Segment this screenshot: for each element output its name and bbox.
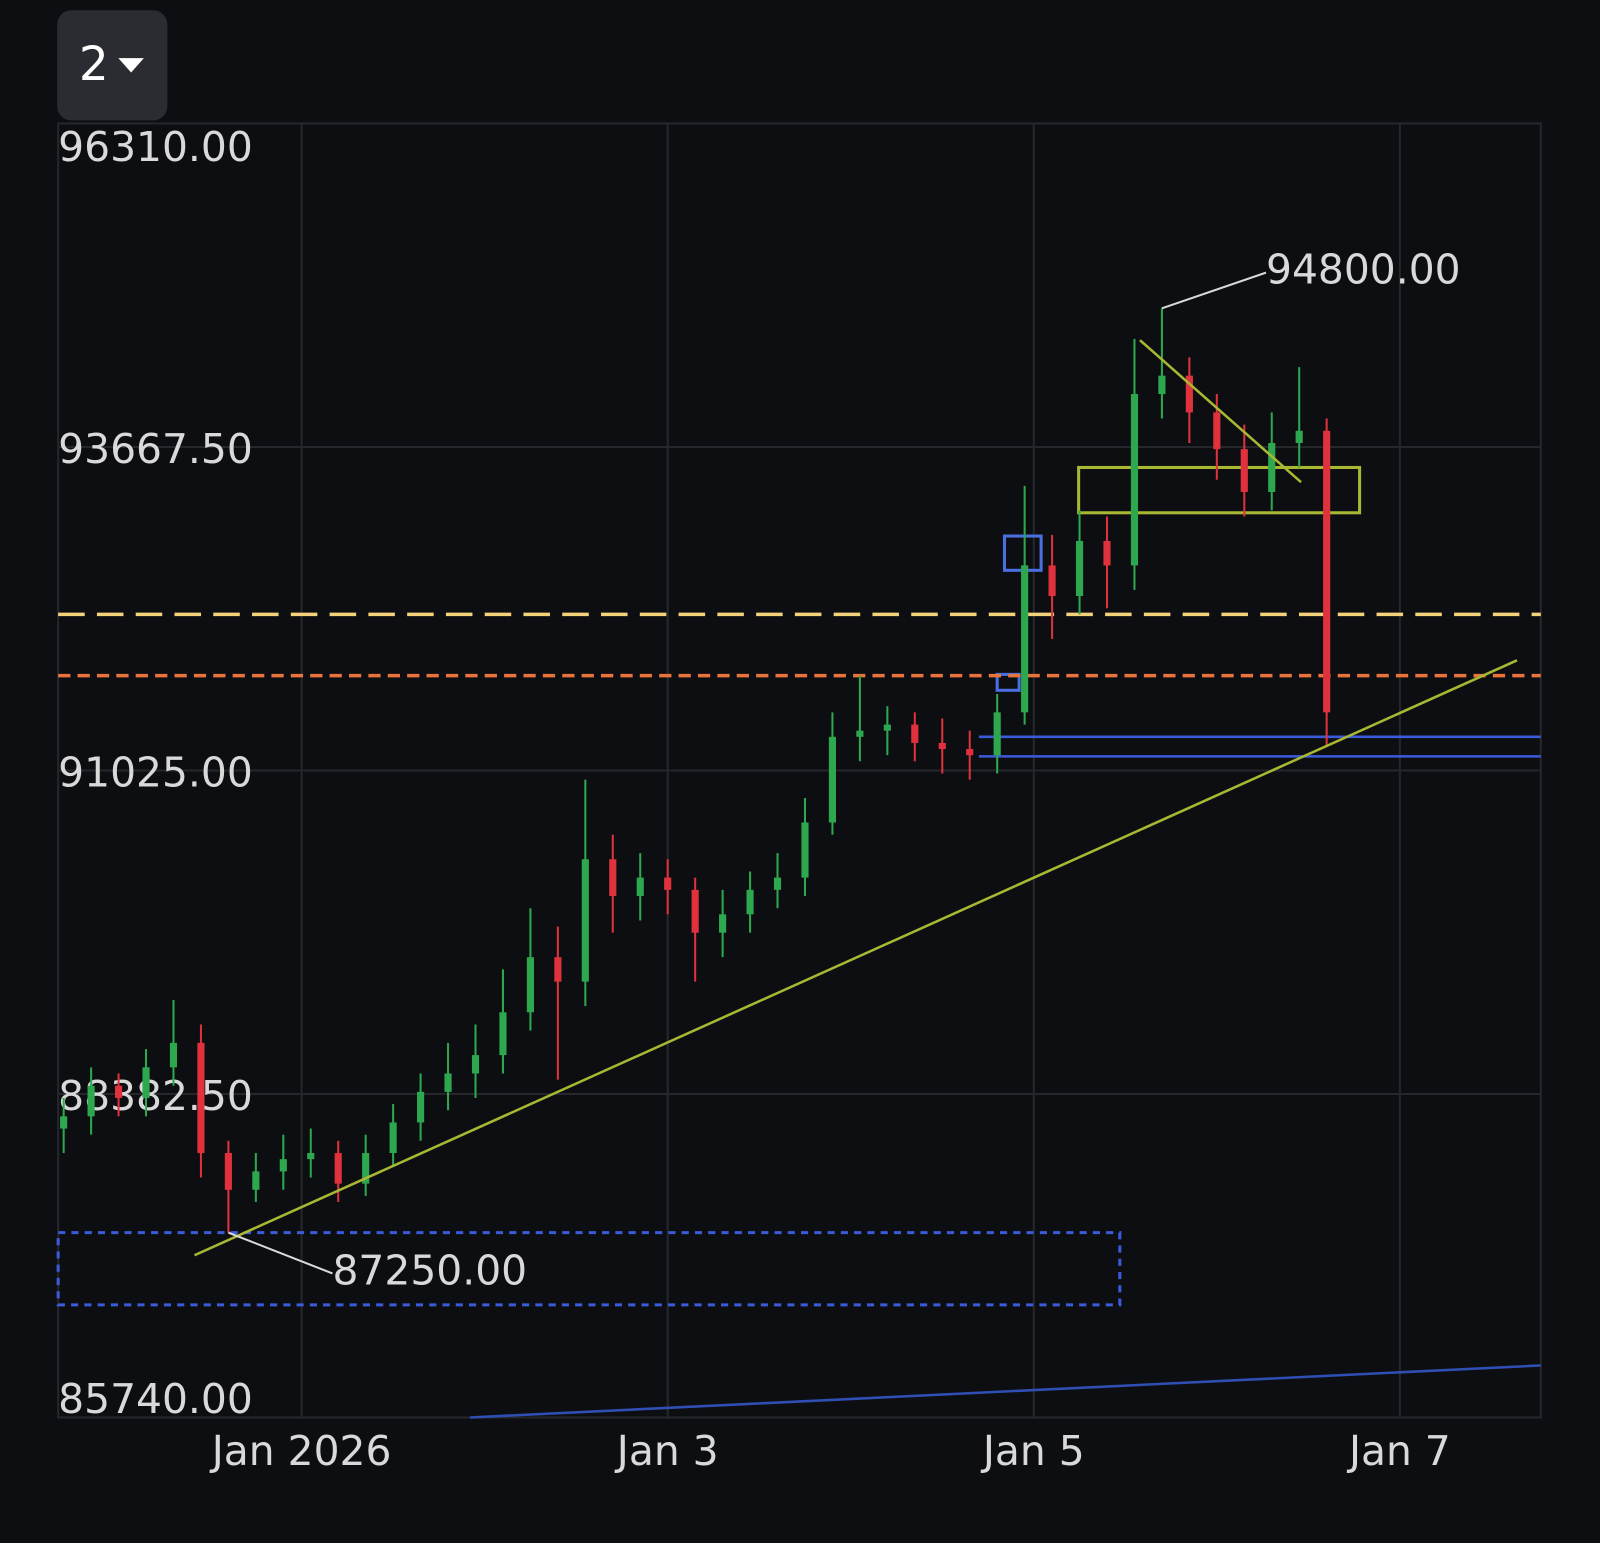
candle-body — [883, 724, 891, 731]
candle-body — [664, 877, 672, 890]
dropdown-arrow[interactable] — [118, 58, 144, 73]
interval-value[interactable]: 2 — [79, 37, 109, 92]
candle-body — [993, 712, 1001, 756]
annotation-label: 94800.00 — [1266, 246, 1461, 294]
candle-body — [362, 1153, 370, 1184]
selector-box[interactable] — [57, 10, 168, 121]
interval-selector[interactable]: 2 — [57, 10, 168, 121]
candle-body — [609, 859, 617, 896]
candle-body — [1158, 375, 1166, 395]
candle-body — [142, 1067, 150, 1098]
candle-body — [746, 889, 754, 915]
x-tick-label: Jan 2026 — [209, 1427, 392, 1475]
candle-body — [1103, 540, 1111, 566]
zone-box — [56, 1231, 1122, 1307]
candle-body — [389, 1122, 397, 1154]
zone-box — [1077, 465, 1362, 515]
candle-body — [1185, 375, 1193, 413]
zone-box — [995, 672, 1021, 692]
candle-body — [581, 859, 589, 982]
y-tick-label: 85740.00 — [58, 1375, 253, 1423]
candle-body — [334, 1153, 342, 1184]
candle-body — [1021, 565, 1029, 713]
y-tick-label: 88382.50 — [58, 1072, 253, 1120]
x-tick-label: Jan 3 — [614, 1427, 719, 1475]
candle-body — [911, 724, 919, 743]
candle-body — [1048, 565, 1056, 597]
candle-body — [60, 1116, 68, 1129]
candle-body — [307, 1153, 315, 1160]
trend-line — [194, 659, 1518, 1257]
candle-body — [87, 1085, 95, 1117]
candle-body — [856, 730, 864, 737]
candle-body — [1075, 540, 1084, 597]
candle-body — [252, 1171, 260, 1190]
candle-body — [1268, 443, 1276, 492]
candle-body — [1130, 394, 1139, 566]
x-tick-label: Jan 7 — [1346, 1427, 1451, 1475]
candle-body — [114, 1085, 123, 1098]
candle-body — [224, 1153, 232, 1190]
trend-line — [469, 1364, 1541, 1419]
candle-body — [1323, 430, 1331, 713]
annotation-label: 87250.00 — [332, 1246, 527, 1294]
candle-body — [444, 1073, 452, 1092]
candle-body — [499, 1012, 507, 1056]
candle-body — [417, 1091, 425, 1123]
candle-body — [471, 1055, 480, 1074]
annotation-leader — [1161, 271, 1267, 310]
candle-body — [828, 736, 837, 823]
y-tick-label: 93667.50 — [58, 425, 253, 473]
candle-body — [773, 877, 782, 890]
annotation-leader — [228, 1231, 333, 1275]
candle-body — [691, 889, 699, 933]
candle-body — [966, 749, 974, 756]
candle-body — [938, 742, 946, 750]
trend-line — [1139, 339, 1302, 484]
candle-body — [801, 822, 809, 878]
x-tick-label: Jan 5 — [980, 1427, 1085, 1475]
candle-body — [1213, 412, 1221, 450]
candle-body — [526, 957, 534, 1013]
candle-body — [197, 1042, 205, 1154]
candle-body — [1295, 430, 1303, 444]
y-tick-label: 91025.00 — [58, 749, 253, 797]
candle-body — [636, 877, 644, 896]
candle-body — [1240, 449, 1248, 492]
y-tick-label: 96310.00 — [58, 123, 253, 171]
candle-body — [719, 914, 727, 933]
candle-body — [279, 1159, 287, 1172]
candle-body — [554, 957, 562, 982]
candle-body — [169, 1042, 178, 1068]
